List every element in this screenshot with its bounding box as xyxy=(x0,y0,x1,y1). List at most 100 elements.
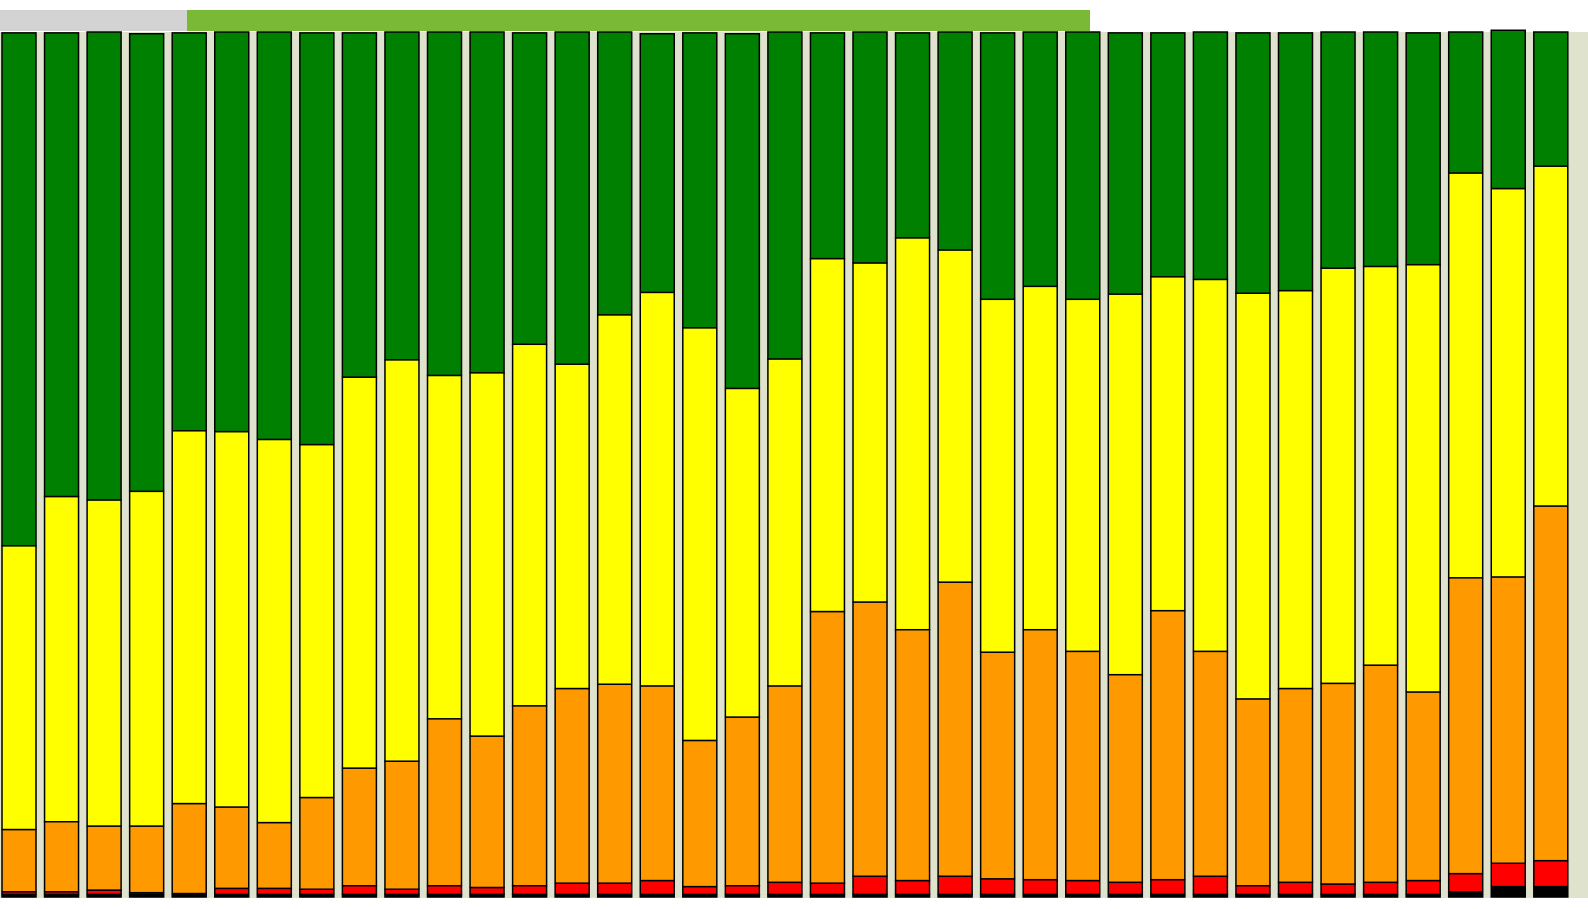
bar-segment xyxy=(554,31,590,365)
bar-segment xyxy=(682,885,718,896)
bar-segment xyxy=(639,879,675,896)
bar-segment xyxy=(682,739,718,888)
bar-segment xyxy=(86,825,122,891)
bar-segment xyxy=(43,32,80,498)
bar-segment xyxy=(128,32,165,493)
bar-segment xyxy=(1490,187,1526,578)
bar-segment xyxy=(1405,32,1441,266)
bar-segment xyxy=(554,363,590,690)
bar-segment xyxy=(511,32,548,346)
bar-segment xyxy=(894,879,931,896)
bar-segment xyxy=(809,610,846,884)
bar-segment xyxy=(384,359,420,762)
bar-segment xyxy=(1235,32,1271,294)
bar-segment xyxy=(596,683,633,884)
bar-segment xyxy=(43,820,80,893)
bar-segment xyxy=(1362,265,1399,666)
bar-segment xyxy=(1022,285,1058,631)
bar-segment xyxy=(767,685,803,884)
progress-fill xyxy=(187,10,1090,31)
bar-segment xyxy=(1192,31,1229,281)
bar-segment xyxy=(256,821,293,890)
bar-segment xyxy=(1107,881,1144,896)
bar-segment xyxy=(1022,628,1058,881)
bar-segment xyxy=(554,687,590,884)
bar-segment xyxy=(767,881,803,896)
bar-segment xyxy=(1107,673,1144,884)
bar-segment xyxy=(469,735,505,889)
bar-segment xyxy=(1235,885,1271,896)
bar-segment xyxy=(1192,875,1229,896)
bar-segment xyxy=(554,882,590,896)
bar-segment xyxy=(1533,859,1569,888)
bar-segment xyxy=(1320,883,1356,896)
bar-segment xyxy=(1065,879,1101,896)
bar-segment xyxy=(724,885,761,896)
bar-segment xyxy=(682,327,718,742)
bar-segment xyxy=(724,716,761,887)
bar-segment xyxy=(299,32,335,446)
bar-segment xyxy=(1362,31,1399,268)
bar-segment xyxy=(214,887,250,896)
bar-segment xyxy=(1,828,37,893)
bar-segment xyxy=(1150,878,1186,896)
bar-segment xyxy=(341,376,378,769)
bar-segment xyxy=(384,760,420,890)
bar-segment xyxy=(214,806,250,890)
bar-segment xyxy=(596,314,633,685)
bar-segment xyxy=(1150,276,1186,612)
bar-segment xyxy=(1447,172,1484,579)
bar-segment xyxy=(469,31,505,374)
bar-segment xyxy=(171,802,207,895)
bar-segment xyxy=(1022,31,1058,288)
bar-segment xyxy=(1150,609,1186,881)
bar-segment xyxy=(724,32,761,390)
bar-segment xyxy=(1490,29,1526,190)
bar-segment xyxy=(809,882,846,896)
bar-segment xyxy=(937,31,973,251)
bar-segment xyxy=(1447,872,1484,893)
bar-segment xyxy=(809,257,846,613)
bar-segment xyxy=(256,31,293,441)
bar-segment xyxy=(979,651,1016,880)
bar-segment xyxy=(86,499,122,827)
bar-segment xyxy=(1362,881,1399,896)
bar-segment xyxy=(299,888,335,896)
bar-segment xyxy=(852,875,888,896)
bar-segment xyxy=(1490,885,1526,898)
bar-segment xyxy=(86,31,122,501)
bar-segment xyxy=(596,882,633,896)
bar-segment xyxy=(511,885,548,896)
bar-segment xyxy=(1107,293,1144,676)
bar-segment xyxy=(724,387,761,718)
bar-segment xyxy=(1192,278,1229,653)
bar-segment xyxy=(426,31,463,377)
bar-segment xyxy=(1320,682,1356,885)
bar-segment xyxy=(937,875,973,896)
bar-segment xyxy=(128,825,165,894)
bar-segment xyxy=(1447,31,1484,174)
bar-segment xyxy=(1405,263,1441,693)
bar-segment xyxy=(852,31,888,264)
bar-segment xyxy=(384,888,420,896)
bar-segment xyxy=(1533,31,1569,167)
bar-segment xyxy=(384,31,420,361)
bar-segment xyxy=(937,249,973,583)
bar-segment xyxy=(426,374,463,720)
bar-segment xyxy=(1235,292,1271,700)
bar-segment xyxy=(1490,576,1526,865)
bar-segment xyxy=(639,685,675,882)
bar-segment xyxy=(171,32,207,432)
bar-segment xyxy=(469,372,505,737)
bar-segment xyxy=(1277,687,1314,884)
bar-segment xyxy=(1533,885,1569,898)
bar-segment xyxy=(1447,577,1484,875)
bar-segment xyxy=(469,886,505,896)
bar-segment xyxy=(299,796,335,890)
bar-segment xyxy=(937,581,973,877)
bar-segment xyxy=(894,32,931,239)
bar-segment xyxy=(767,358,803,687)
bar-segment xyxy=(1533,165,1569,507)
bar-segment xyxy=(1065,650,1101,882)
bar-segment xyxy=(43,495,80,823)
